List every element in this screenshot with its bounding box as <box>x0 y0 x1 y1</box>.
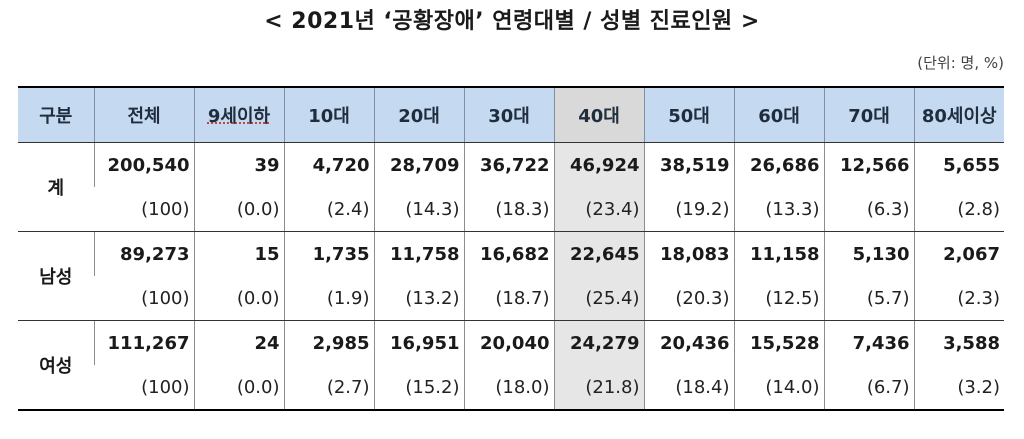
count-cell: 2,067 <box>913 231 1004 276</box>
count-cell: 5,655 <box>913 142 1004 187</box>
header-age-60s: 60대 <box>733 86 824 143</box>
header-age-30s: 30대 <box>463 86 554 143</box>
percent-cell: (20.3) <box>643 276 734 321</box>
count-cell: 22,645 <box>553 231 644 276</box>
percent-cell: (15.2) <box>373 365 464 411</box>
header-age-10s: 10대 <box>283 86 374 143</box>
count-cell: 7,436 <box>823 320 914 365</box>
percent-cell: (23.4) <box>553 187 644 232</box>
percent-cell: (2.8) <box>913 187 1004 232</box>
table-row: 계 200,540 39 4,720 28,709 36,722 46,924 38,519 2… <box>18 142 1004 232</box>
percent-cell: (5.7) <box>823 276 914 321</box>
percent-cell: (12.5) <box>733 276 824 321</box>
header-age-50s: 50대 <box>643 86 734 143</box>
header-age-under-9-label: 9세이하 <box>207 106 271 127</box>
count-cell: 20,040 <box>463 320 554 365</box>
count-cell: 38,519 <box>643 142 734 187</box>
percent-cell: (100) <box>94 187 194 232</box>
header-total: 전체 <box>93 86 194 143</box>
count-cell: 26,686 <box>733 142 824 187</box>
percent-cell: (100) <box>94 365 194 411</box>
percent-cell: (14.3) <box>373 187 464 232</box>
header-age-80-plus: 80세이상 <box>913 86 1004 143</box>
count-cell: 12,566 <box>823 142 914 187</box>
count-cell: 200,540 <box>93 142 194 187</box>
percent-cell: (0.0) <box>193 276 284 321</box>
unit-note: (단위: 명, %) <box>917 54 1004 72</box>
count-cell: 24,279 <box>553 320 644 365</box>
table-row: (100) (0.0) (2.7) (15.2) (18.0) (21.8) (18.4)(… <box>18 365 1004 411</box>
count-cell: 11,758 <box>373 231 464 276</box>
row-label: 남성 <box>18 231 94 321</box>
percent-cell: (21.8) <box>553 365 644 411</box>
percent-cell: (13.2) <box>373 276 464 321</box>
count-cell: 2,985 <box>283 320 374 365</box>
percent-cell: (2.4) <box>283 187 374 232</box>
row-label: 계 <box>18 142 94 232</box>
percent-cell: (2.3) <box>913 276 1004 321</box>
header-row: 구분 전체 9세이하 10대 20대 30대 40대 50대 60대 70대 8… <box>18 86 1004 143</box>
patients-table: 구분 전체 9세이하 10대 20대 30대 40대 50대 60대 70대 8… <box>18 86 1004 411</box>
percent-cell: (18.3) <box>463 187 554 232</box>
count-cell: 16,951 <box>373 320 464 365</box>
percent-cell: (0.0) <box>193 365 284 411</box>
percent-cell: (0.0) <box>193 187 284 232</box>
header-age-20s: 20대 <box>373 86 464 143</box>
header-age-70s: 70대 <box>823 86 914 143</box>
count-cell: 46,924 <box>553 142 644 187</box>
count-cell: 15 <box>193 231 284 276</box>
row-label: 여성 <box>18 320 94 411</box>
header-age-40s: 40대 <box>553 86 644 143</box>
table-row: (100) (0.0) (1.9) (13.2) (18.7) (25.4) (20.3)(… <box>18 276 1004 321</box>
count-cell: 36,722 <box>463 142 554 187</box>
percent-cell: (18.7) <box>463 276 554 321</box>
header-category: 구분 <box>18 86 94 143</box>
percent-cell: (100) <box>94 276 194 321</box>
count-cell: 16,682 <box>463 231 554 276</box>
percent-cell: (6.7) <box>823 365 914 411</box>
table-row: 남성 89,273 15 1,735 11,758 16,682 22,645 18,083 1… <box>18 231 1004 321</box>
count-cell: 4,720 <box>283 142 374 187</box>
percent-cell: (18.0) <box>463 365 554 411</box>
count-cell: 11,158 <box>733 231 824 276</box>
count-cell: 15,528 <box>733 320 824 365</box>
count-cell: 20,436 <box>643 320 734 365</box>
percent-cell: (2.7) <box>283 365 374 411</box>
table-row: 여성 111,267 24 2,985 16,951 20,040 24,279 20,436… <box>18 320 1004 411</box>
table-body: 계 200,540 39 4,720 28,709 36,722 46,924 38,519 2… <box>18 142 1004 411</box>
count-cell: 24 <box>193 320 284 365</box>
count-cell: 3,588 <box>913 320 1004 365</box>
count-cell: 111,267 <box>93 320 194 365</box>
percent-cell: (1.9) <box>283 276 374 321</box>
table-title: < 2021년 ‘공황장애’ 연령대별 / 성별 진료인원 > <box>264 9 760 34</box>
count-cell: 18,083 <box>643 231 734 276</box>
count-cell: 28,709 <box>373 142 464 187</box>
percent-cell: (19.2) <box>643 187 734 232</box>
percent-cell: (14.0) <box>733 365 824 411</box>
percent-cell: (18.4) <box>643 365 734 411</box>
percent-cell: (13.3) <box>733 187 824 232</box>
count-cell: 39 <box>193 142 284 187</box>
percent-cell: (25.4) <box>553 276 644 321</box>
percent-cell: (6.3) <box>823 187 914 232</box>
count-cell: 1,735 <box>283 231 374 276</box>
table-row: (100) (0.0) (2.4) (14.3) (18.3) (23.4) (19.2)(… <box>18 187 1004 232</box>
count-cell: 89,273 <box>93 231 194 276</box>
percent-cell: (3.2) <box>913 365 1004 411</box>
count-cell: 5,130 <box>823 231 914 276</box>
header-age-under-9: 9세이하 <box>193 86 284 143</box>
